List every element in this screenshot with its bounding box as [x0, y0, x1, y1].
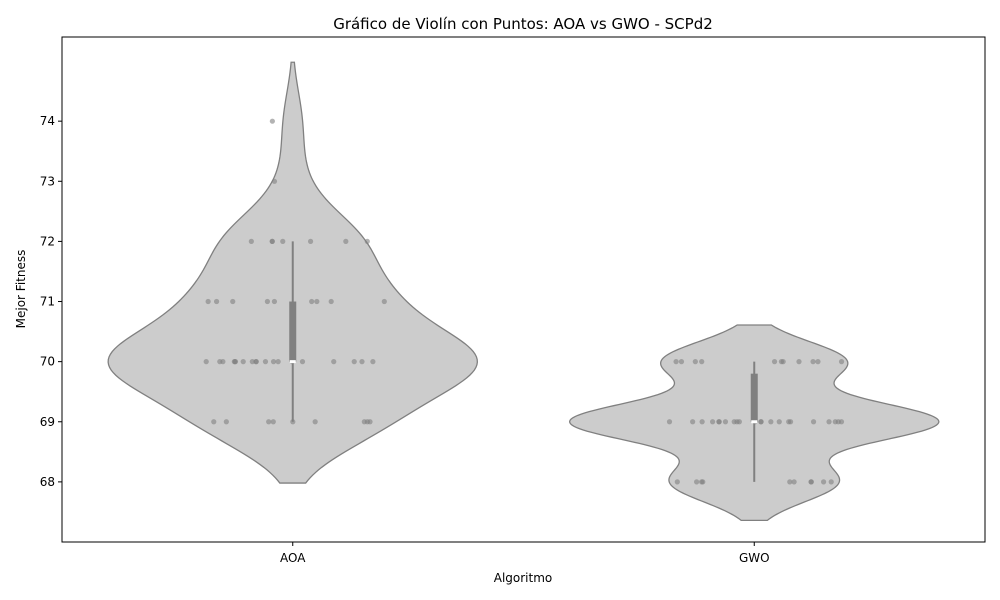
data-point	[364, 238, 370, 244]
data-point	[217, 359, 223, 365]
data-point	[700, 479, 706, 485]
data-point	[266, 419, 272, 425]
data-point	[810, 359, 816, 365]
y-tick-label: 70	[40, 355, 55, 369]
x-tick-label: GWO	[739, 551, 770, 565]
data-point	[666, 419, 673, 425]
data-point	[359, 359, 365, 365]
data-point	[270, 419, 276, 425]
x-tick-label: AOA	[280, 551, 306, 565]
data-point	[328, 298, 334, 305]
data-point	[271, 298, 278, 305]
data-point	[776, 419, 782, 425]
y-tick-label: 69	[40, 415, 55, 429]
y-tick-label: 72	[40, 234, 55, 248]
data-point	[758, 419, 764, 425]
data-point	[213, 298, 220, 305]
data-point	[820, 479, 827, 485]
data-point	[674, 479, 680, 485]
data-point	[690, 419, 696, 425]
data-point	[786, 419, 792, 425]
data-point	[253, 359, 259, 365]
y-axis-label: Mejor Fitness	[14, 250, 28, 329]
median-gwo	[751, 420, 758, 424]
data-point	[269, 238, 275, 244]
y-axis: 68 69 70 71 72 73 74	[40, 114, 62, 489]
data-point	[307, 238, 314, 244]
data-point	[314, 298, 320, 305]
data-point	[312, 419, 318, 425]
data-point	[810, 419, 817, 425]
data-point	[673, 359, 679, 365]
data-point	[271, 178, 278, 184]
data-point	[768, 419, 774, 425]
data-point	[815, 359, 821, 365]
y-tick-label: 71	[40, 295, 55, 309]
data-point	[364, 419, 370, 425]
data-point	[270, 359, 277, 365]
data-point	[331, 359, 337, 365]
data-point	[248, 238, 254, 244]
data-point	[262, 359, 269, 365]
data-point	[230, 298, 236, 305]
plot-area	[107, 61, 940, 522]
x-axis-label: Algoritmo	[494, 571, 553, 585]
data-point	[722, 419, 729, 425]
x-axis: AOA GWO	[280, 542, 770, 565]
data-point	[694, 479, 700, 485]
data-point	[211, 419, 217, 425]
data-point	[832, 419, 838, 425]
data-point	[716, 419, 722, 425]
data-point	[290, 419, 296, 425]
data-point	[699, 359, 705, 365]
data-point	[692, 359, 698, 365]
data-point	[205, 298, 211, 305]
data-point	[699, 419, 705, 425]
data-point	[791, 479, 797, 485]
data-point	[269, 118, 275, 124]
y-tick-label: 73	[40, 174, 55, 188]
data-point	[299, 359, 306, 365]
data-point	[240, 359, 246, 365]
data-point	[808, 479, 814, 485]
data-point	[264, 298, 271, 305]
plot-frame	[61, 36, 986, 543]
y-tick-label: 68	[40, 475, 55, 489]
data-point	[771, 359, 778, 365]
data-point	[736, 419, 742, 425]
data-point	[343, 238, 349, 244]
data-point	[223, 419, 229, 425]
data-point	[381, 298, 387, 305]
data-point	[710, 419, 716, 425]
data-point	[787, 479, 793, 485]
data-point	[678, 359, 685, 365]
data-point	[838, 359, 845, 365]
iqr-box-gwo	[750, 373, 758, 422]
median-aoa	[289, 360, 296, 364]
iqr-box-aoa	[289, 301, 297, 362]
data-point	[351, 359, 357, 365]
y-tick-label: 74	[40, 114, 55, 128]
data-point	[796, 359, 802, 365]
data-point	[203, 359, 209, 365]
data-point	[826, 419, 832, 425]
data-point	[309, 298, 315, 305]
data-point	[370, 359, 376, 365]
data-point	[249, 359, 255, 365]
data-point	[778, 359, 785, 365]
data-point	[232, 359, 238, 365]
chart-title: Gráfico de Violín con Puntos: AOA vs GWO…	[333, 15, 713, 33]
data-point	[828, 479, 834, 485]
data-point	[275, 359, 281, 365]
data-point	[280, 238, 286, 244]
